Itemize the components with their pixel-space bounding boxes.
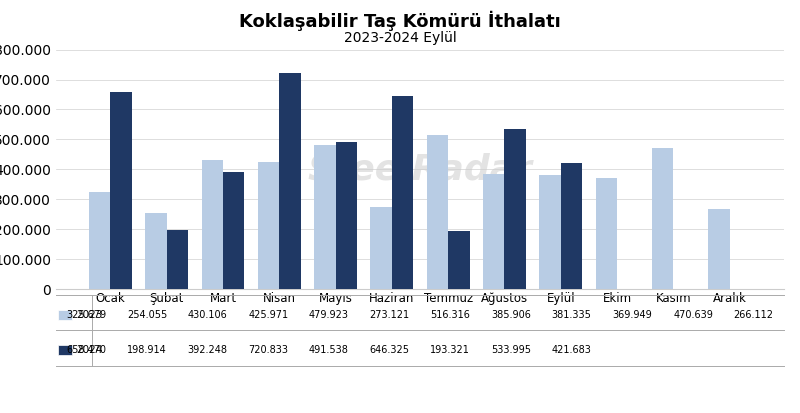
Bar <box>505 129 526 289</box>
Bar <box>314 145 335 289</box>
Text: 266.112: 266.112 <box>734 310 774 320</box>
Text: 516.316: 516.316 <box>430 310 470 320</box>
Bar <box>166 230 188 289</box>
Text: 470.639: 470.639 <box>673 310 713 320</box>
Bar <box>708 209 730 289</box>
Text: 646.325: 646.325 <box>370 345 410 355</box>
Bar <box>279 73 301 289</box>
Bar <box>89 192 110 289</box>
Text: SteelRadar: SteelRadar <box>307 152 533 186</box>
Text: 2023-2024 Eylül: 2023-2024 Eylül <box>344 31 456 45</box>
Text: 273.121: 273.121 <box>370 310 410 320</box>
Text: 2024: 2024 <box>76 345 102 355</box>
Text: 369.949: 369.949 <box>613 310 652 320</box>
Text: 658.470: 658.470 <box>66 345 106 355</box>
Bar <box>370 207 392 289</box>
Bar <box>426 135 448 289</box>
Text: 193.321: 193.321 <box>430 345 470 355</box>
Text: Koklaşabilir Taş Kömürü İthalatı: Koklaşabilir Taş Kömürü İthalatı <box>239 10 561 31</box>
Bar <box>561 163 582 289</box>
Bar <box>258 161 279 289</box>
Text: 381.335: 381.335 <box>552 310 592 320</box>
Bar <box>448 231 470 289</box>
Text: 430.106: 430.106 <box>188 310 227 320</box>
Bar <box>392 95 414 289</box>
Text: 533.995: 533.995 <box>491 345 531 355</box>
Bar <box>110 92 132 289</box>
Bar <box>539 175 561 289</box>
Bar <box>483 173 505 289</box>
Text: 491.538: 491.538 <box>309 345 349 355</box>
Text: 479.923: 479.923 <box>309 310 349 320</box>
Text: 720.833: 720.833 <box>248 345 288 355</box>
Bar <box>335 142 357 289</box>
Text: 385.906: 385.906 <box>491 310 531 320</box>
Bar <box>595 178 617 289</box>
Text: 392.248: 392.248 <box>188 345 228 355</box>
Text: 325.679: 325.679 <box>66 310 106 320</box>
Bar <box>146 213 166 289</box>
Text: 425.971: 425.971 <box>248 310 288 320</box>
Bar <box>652 148 674 289</box>
Text: 421.683: 421.683 <box>552 345 592 355</box>
Text: 254.055: 254.055 <box>127 310 167 320</box>
Bar <box>223 172 245 289</box>
Text: 2023: 2023 <box>76 310 102 320</box>
Text: 198.914: 198.914 <box>127 345 167 355</box>
Bar <box>202 160 223 289</box>
